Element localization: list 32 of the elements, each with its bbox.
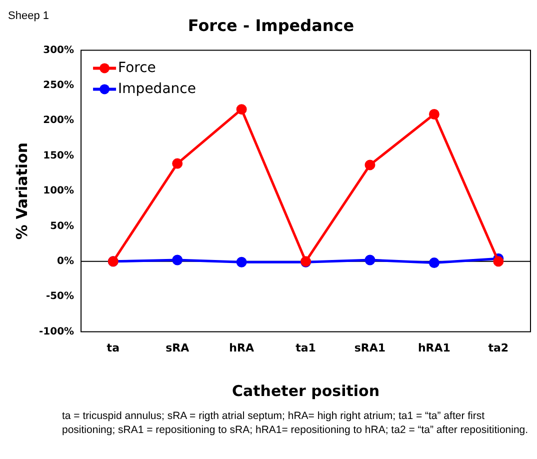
point: [236, 104, 247, 115]
point: [493, 256, 504, 267]
y-tick-label: 100%: [43, 186, 74, 197]
y-tick-label: 250%: [43, 80, 74, 91]
x-tick-label: hRA1: [418, 341, 450, 354]
y-tick-label: -50%: [46, 291, 74, 302]
legend-label: Impedance: [118, 80, 196, 97]
point: [172, 158, 183, 169]
y-tick-label: 0%: [57, 256, 74, 267]
x-tick-label: hRA: [229, 341, 254, 354]
x-tick-label: sRA: [166, 341, 190, 354]
point: [428, 258, 440, 268]
y-axis-title: % Variation: [12, 142, 31, 240]
y-tick-label: 50%: [50, 220, 74, 232]
y-tick-label: 150%: [43, 150, 74, 162]
point: [364, 254, 376, 266]
x-tick-label: ta2: [488, 341, 509, 354]
text: ta = tricuspid annulus; sRA = rigth atrial septum; hRA= high right atrium; ta1 = “ta” after first positioning; sRA1 = repositioning to sRA; hRA1= repositioning to hRA; ta2 = “ta” after reposititioning.: [62, 409, 530, 437]
chart-title: Force - Impedance: [188, 16, 354, 35]
point: [364, 160, 376, 170]
point: [172, 254, 183, 266]
x-tick-label: ta1: [296, 341, 316, 354]
y-tick-label: 200%: [43, 115, 74, 126]
text: Sheep 1: [8, 10, 49, 22]
y-tick-label: -100%: [38, 326, 74, 338]
x-tick-label: ta: [106, 341, 120, 354]
x-tick-label: sRA1: [354, 341, 386, 354]
y-tick-label: 300%: [43, 44, 74, 56]
point: [236, 256, 247, 268]
x-axis-title: Catheter position: [232, 382, 380, 400]
point: [428, 109, 440, 120]
legend-label: Force: [118, 60, 156, 76]
